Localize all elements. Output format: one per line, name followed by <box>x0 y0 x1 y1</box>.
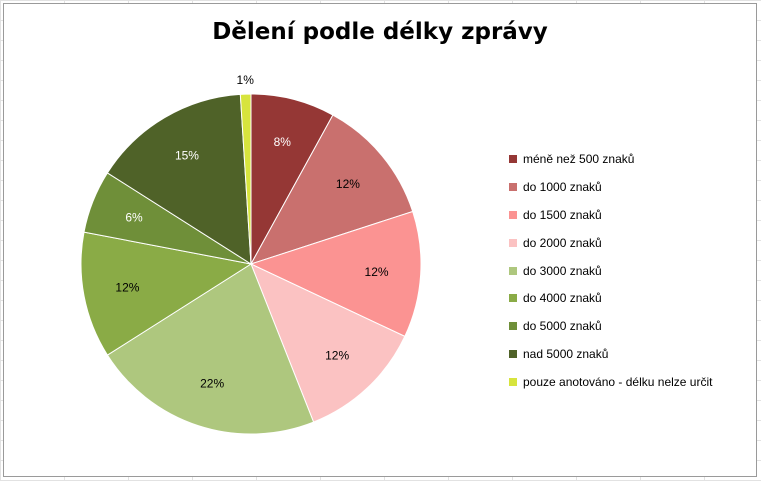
legend-swatch <box>509 266 517 275</box>
legend-label: do 5000 znaků <box>523 319 602 334</box>
pie-slice-5[interactable] <box>106 263 315 435</box>
legend-swatch <box>509 378 517 387</box>
data-label-7: 6% <box>125 211 143 225</box>
legend-label: do 1500 znaků <box>523 207 602 222</box>
data-label-8: 15% <box>175 149 199 163</box>
pie-slice-3[interactable] <box>249 210 422 338</box>
legend-item-8: nad 5000 znaků <box>509 340 754 368</box>
legend-label: nad 5000 znaků <box>523 347 609 362</box>
legend-label: do 3000 znaků <box>523 263 602 278</box>
legend-swatch <box>509 350 517 359</box>
legend-item-1: méně než 500 znaků <box>509 145 754 173</box>
legend-swatch <box>509 210 517 219</box>
legend-item-4: do 2000 znaků <box>509 229 754 257</box>
legend-swatch <box>509 238 517 247</box>
legend-label: pouze anotováno - délku nelze určit <box>523 375 713 390</box>
data-label-6: 12% <box>115 281 139 295</box>
data-label-1: 8% <box>274 135 292 149</box>
legend-item-9: pouze anotováno - délku nelze určit <box>509 368 754 396</box>
legend-label: do 1000 znaků <box>523 179 602 194</box>
legend-item-2: do 1000 znaků <box>509 173 754 201</box>
legend-swatch <box>509 154 517 163</box>
legend-label: méně než 500 znaků <box>523 151 635 166</box>
legend-item-5: do 3000 znaků <box>509 257 754 285</box>
data-label-9: 1% <box>237 73 255 87</box>
data-label-4: 12% <box>325 349 349 363</box>
chart-legend: méně než 500 znaků do 1000 znaků do 1500 z… <box>509 145 754 396</box>
data-label-3: 12% <box>365 265 389 279</box>
legend-swatch <box>509 322 517 331</box>
legend-item-6: do 4000 znaků <box>509 284 754 312</box>
pie-slice-4[interactable] <box>250 263 406 423</box>
pie-slice-6[interactable] <box>80 231 253 356</box>
legend-swatch <box>509 182 517 191</box>
chart-title: Dělení podle délky zprávy <box>212 19 548 45</box>
pie-slice-2[interactable] <box>249 114 414 265</box>
data-label-2: 12% <box>336 177 360 191</box>
pie-chart[interactable]: 8% 12% 12% 12% 22% 12% 6% 15% 1% <box>4 4 756 476</box>
pie-slice-9[interactable] <box>239 93 252 265</box>
data-label-5: 22% <box>200 377 224 391</box>
legend-item-7: do 5000 znaků <box>509 312 754 340</box>
legend-item-3: do 1500 znaků <box>509 201 754 229</box>
pie-slice-8[interactable] <box>106 93 252 265</box>
chart-area[interactable]: Dělení podle délky zprávy 8% 12% 12% 12% 22%… <box>3 3 757 477</box>
legend-label: do 2000 znaků <box>523 235 602 250</box>
legend-swatch <box>509 294 517 303</box>
legend-label: do 4000 znaků <box>523 291 602 306</box>
